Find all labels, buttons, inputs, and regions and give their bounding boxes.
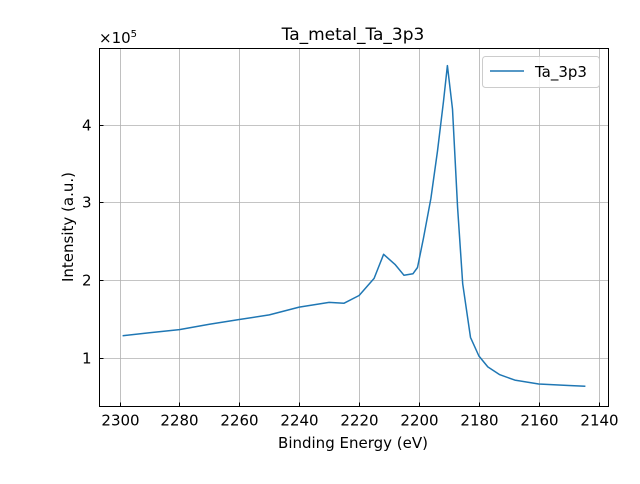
- series-line-Ta_3p3: [122, 64, 586, 388]
- x-tick-label: 2180: [460, 412, 498, 430]
- x-tick-label: 2160: [520, 412, 558, 430]
- x-tick-label: 2240: [280, 412, 318, 430]
- y-tick-label: 4: [82, 117, 92, 135]
- x-tick-label: 2260: [220, 412, 258, 430]
- ticks: 2300 2280 2260 2240 2220 2200 2180 2160 2140 1 2 3 4: [82, 117, 619, 430]
- series-lines: [122, 64, 586, 388]
- legend: Ta_3p3: [482, 56, 600, 88]
- y-tick-label: 1: [82, 350, 92, 368]
- y-offset-text: ×105: [99, 29, 137, 47]
- legend-box: [482, 56, 600, 88]
- y-tick-label: 2: [82, 272, 92, 290]
- y-offset-base: ×10: [99, 29, 131, 47]
- chart-title: Ta_metal_Ta_3p3: [281, 25, 425, 45]
- y-tick-label: 3: [82, 194, 92, 212]
- y-axis-label: Intensity (a.u.): [59, 172, 77, 282]
- x-tick-label: 2280: [160, 412, 198, 430]
- x-axis-label: Binding Energy (eV): [278, 434, 428, 452]
- x-tick-label: 2140: [580, 412, 618, 430]
- x-tick-label: 2220: [340, 412, 378, 430]
- x-tick-label: 2300: [101, 412, 139, 430]
- plot-frame: [99, 48, 609, 407]
- grid: [99, 48, 609, 407]
- x-tick-label: 2200: [400, 412, 438, 430]
- legend-label: Ta_3p3: [534, 63, 587, 82]
- y-offset-exponent: 5: [131, 29, 137, 40]
